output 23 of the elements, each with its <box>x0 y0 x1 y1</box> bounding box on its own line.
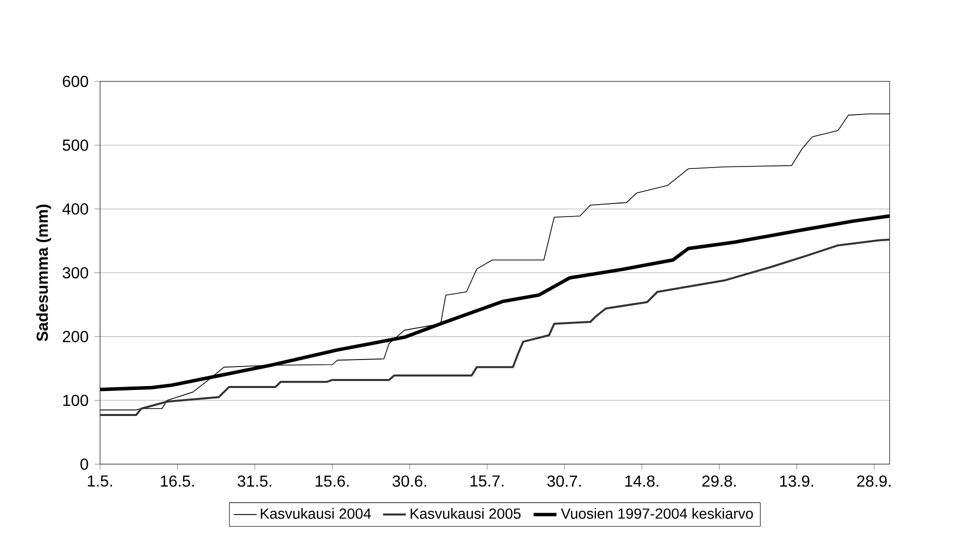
x-tick-label: 31.5. <box>238 475 272 487</box>
y-tick-label: 300 <box>62 267 88 278</box>
y-tick-label: 200 <box>62 330 88 342</box>
y-tick-label: 0 <box>80 458 88 470</box>
x-tick-label: 30.6. <box>392 475 426 487</box>
legend-label: Kasvukausi 2004 <box>260 508 371 519</box>
legend-label: Kasvukausi 2005 <box>410 508 521 519</box>
x-tick-label: 30.7. <box>547 475 581 487</box>
y-tick-label: 600 <box>62 76 88 87</box>
x-tick-label: 28.9. <box>857 475 890 487</box>
y-axis-title: Sadesumma (mm) <box>36 204 52 342</box>
y-tick-label: 100 <box>63 394 88 406</box>
x-tick-label: 29.8. <box>702 475 736 487</box>
x-tick-label: 16.5. <box>160 475 194 487</box>
x-tick-label: 15.6. <box>316 475 349 487</box>
x-tick-label: 13.9. <box>780 475 814 487</box>
x-tick-label: 15.7. <box>470 475 504 487</box>
x-tick-label: 14.8. <box>625 475 658 487</box>
line-series <box>100 238 890 416</box>
legend-label: Vuosien 1997-2004 keskiarvo <box>560 508 753 519</box>
x-tick-label: 1.5. <box>88 475 112 487</box>
y-tick-label: 500 <box>62 139 88 151</box>
y-tick-label: 400 <box>62 203 88 215</box>
